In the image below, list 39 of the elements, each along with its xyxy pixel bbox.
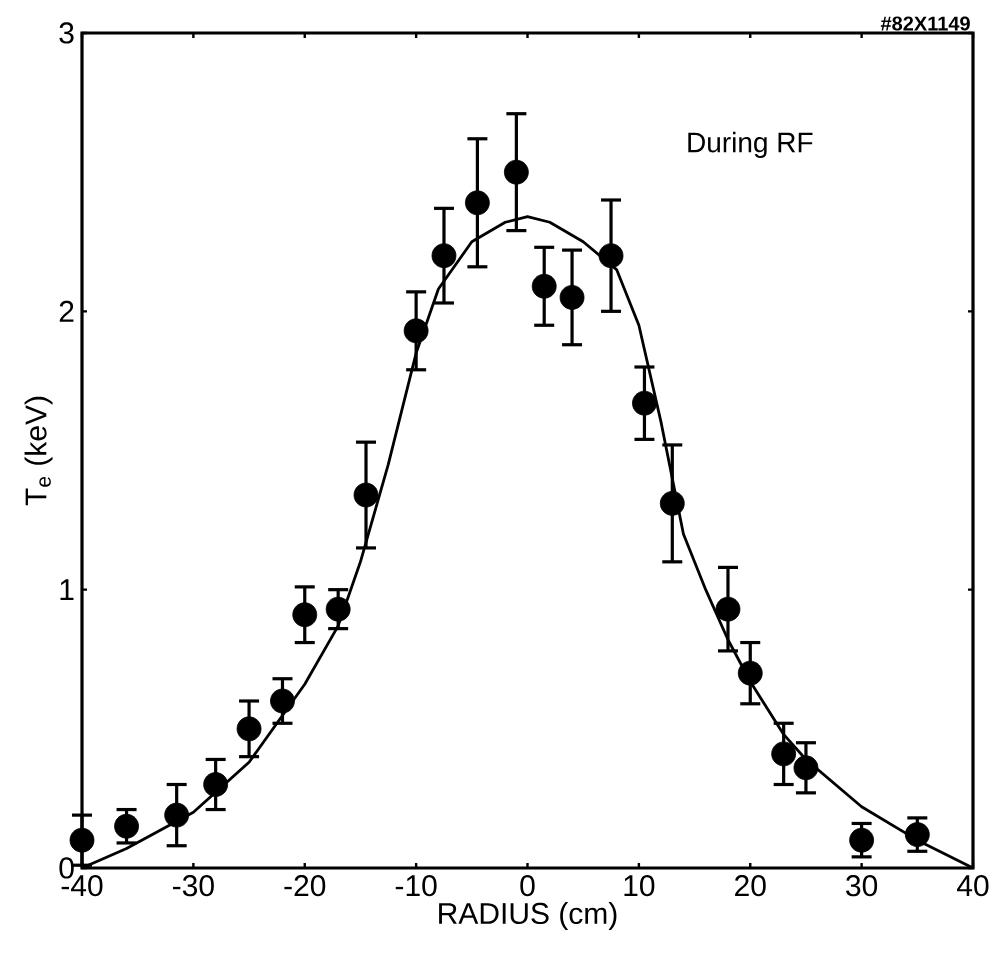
point xyxy=(715,596,741,622)
point xyxy=(270,688,295,714)
point xyxy=(203,772,229,797)
x-tick-label: 0 xyxy=(520,875,535,897)
point xyxy=(659,490,685,516)
point xyxy=(771,741,797,767)
point xyxy=(503,159,529,185)
point xyxy=(236,716,262,742)
x-tick-label: 20 xyxy=(735,875,766,897)
point xyxy=(325,596,351,622)
text: #82X1149 xyxy=(880,16,970,31)
x-tick-label: -30 xyxy=(173,875,214,897)
x-tick-label: 30 xyxy=(846,875,878,897)
y-tick-label: 3 xyxy=(59,22,74,44)
point xyxy=(737,660,763,686)
point xyxy=(559,285,585,310)
point xyxy=(531,273,557,299)
point xyxy=(353,482,379,508)
point xyxy=(464,190,490,216)
point xyxy=(632,390,657,416)
y-axis-title: T$_{e}$ (keV) xyxy=(24,396,53,506)
point xyxy=(904,822,930,847)
y-tick-label: 1 xyxy=(60,579,74,600)
x-tick-label: -10 xyxy=(395,875,437,897)
point xyxy=(431,243,457,269)
x-tick-label: 10 xyxy=(624,875,655,897)
point xyxy=(292,602,318,628)
annotation: During RF xyxy=(688,131,813,158)
x-tick-label: 40 xyxy=(957,875,989,897)
point xyxy=(403,318,429,344)
point xyxy=(793,755,819,781)
point xyxy=(598,243,624,269)
point xyxy=(849,827,875,853)
point xyxy=(164,802,190,828)
x-tick-label: -20 xyxy=(284,875,326,897)
point xyxy=(114,813,139,839)
x-axis-title: RADIUS (cm) xyxy=(439,902,617,930)
point xyxy=(69,827,95,853)
y-tick-label: 2 xyxy=(59,300,74,322)
